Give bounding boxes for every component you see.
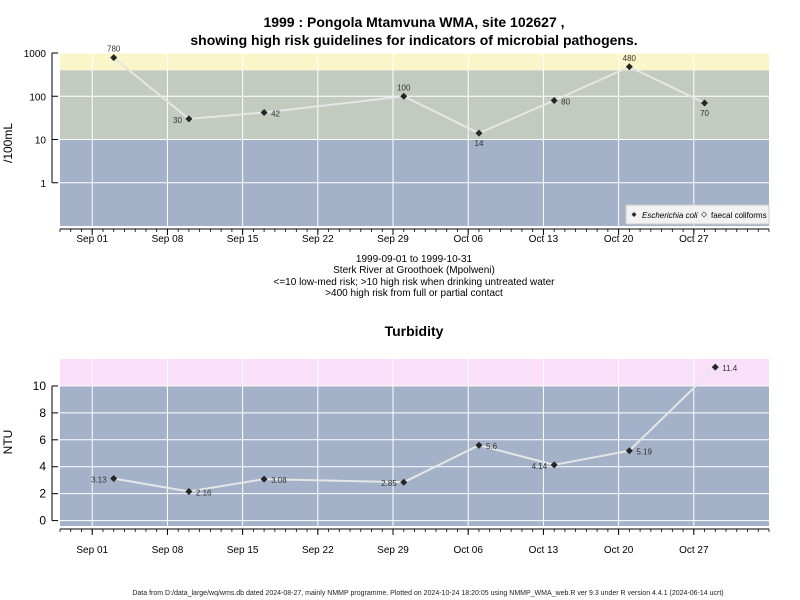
data-point [110,54,118,62]
y-tick-label: 10 [33,379,47,393]
y-tick-label: 10 [35,136,47,147]
legend-box [625,204,770,225]
x-tick-label: Sep 01 [76,545,108,556]
legend-faecal-marker [700,211,708,218]
data-label: 2.85 [381,479,397,488]
footer-note: Data from D:/data_large/wq/wms.db dated … [132,590,723,597]
data-point [185,115,193,123]
micro-subtitle-line3: <=10 low-med risk; >10 high risk when dr… [274,277,556,288]
data-point [400,478,408,486]
legend-ecoli-label: Escherichia coli [642,211,698,220]
y-tick-label: 0 [39,514,46,528]
y-tick-label: 6 [39,433,46,447]
data-point [550,96,558,104]
data-point [625,447,633,455]
data-label: 5.6 [486,442,498,451]
data-label: 11.4 [722,364,738,373]
data-point [400,92,408,100]
y-tick-label: 4 [39,460,46,474]
turbidity-title: Turbidity [385,323,444,339]
data-point [625,63,633,71]
x-tick-label: Sep 15 [227,234,259,245]
turbidity-ylabel: NTU [1,430,15,455]
data-label: 780 [107,45,121,54]
x-tick-label: Oct 13 [529,545,559,556]
x-tick-label: Sep 15 [227,545,259,556]
data-label: 80 [561,97,570,106]
data-label: 30 [173,116,182,125]
y-tick-label: 8 [39,406,46,420]
x-tick-label: Oct 13 [529,234,559,245]
legend-faecal-label: faecal coliforms [711,211,767,220]
data-point [260,475,268,483]
risk-band [60,53,769,71]
x-tick-label: Sep 08 [152,545,184,556]
x-tick-label: Sep 29 [377,234,409,245]
micro-subtitle-line4: >400 high risk from full or partial cont… [325,288,503,299]
x-tick-label: Sep 29 [377,545,409,556]
data-label: 3.08 [271,476,287,485]
data-point [711,363,719,371]
x-tick-label: Oct 27 [679,234,709,245]
data-point [550,461,558,469]
data-point [475,441,483,449]
micro-subtitle-line2: Sterk River at Groothoek (Mpolweni) [333,265,495,276]
x-tick-label: Oct 06 [453,234,483,245]
series-line [113,366,716,493]
y-tick-label: 1000 [24,49,47,60]
risk-band [60,359,769,386]
y-tick-label: 2 [39,487,46,501]
x-tick-label: Sep 01 [76,234,108,245]
data-label: 3.13 [91,475,107,484]
data-label: 4.14 [532,462,548,471]
data-point [260,109,268,117]
legend: Escherichia coli faecal coliforms [625,204,770,225]
x-tick-label: Sep 22 [302,234,334,245]
x-tick-label: Oct 06 [453,545,483,556]
x-tick-label: Sep 22 [302,545,334,556]
chart-panel-0: Sep 01 Sep 08 Sep 15 Sep 22 Sep 29 Oct 06 Oct … [24,45,770,245]
data-label: 42 [271,110,280,119]
data-label: 14 [475,139,484,148]
risk-band [60,385,769,526]
x-tick-label: Oct 27 [679,545,709,556]
data-label: 5.19 [636,448,652,457]
data-point [701,99,709,107]
legend-ecoli-marker [631,212,637,217]
data-label: 70 [700,109,709,118]
micro-subtitle-line1: 1999-09-01 to 1999-10-31 [356,254,473,265]
data-point [110,474,118,482]
chart-title-line1: 1999 : Pongola Mtamvuna WMA, site 102627… [263,14,564,30]
series-line [113,56,705,135]
x-tick-label: Sep 08 [152,234,184,245]
data-label: 100 [397,83,411,92]
data-label: 480 [623,54,637,63]
data-label: 2.16 [196,489,212,498]
micro-ylabel: /100mL [1,123,15,163]
chart-title-line2: showing high risk guidelines for indicat… [190,32,637,48]
x-tick-label: Oct 20 [604,234,634,245]
data-point [185,488,193,496]
chart-panel-1: Sep 01 Sep 08 Sep 15 Sep 22 Sep 29 Oct 06 Oct … [33,359,770,556]
y-tick-label: 1 [40,179,46,190]
y-tick-label: 100 [29,92,46,103]
x-tick-label: Oct 20 [604,545,634,556]
risk-band [60,70,769,140]
data-point [475,129,483,137]
